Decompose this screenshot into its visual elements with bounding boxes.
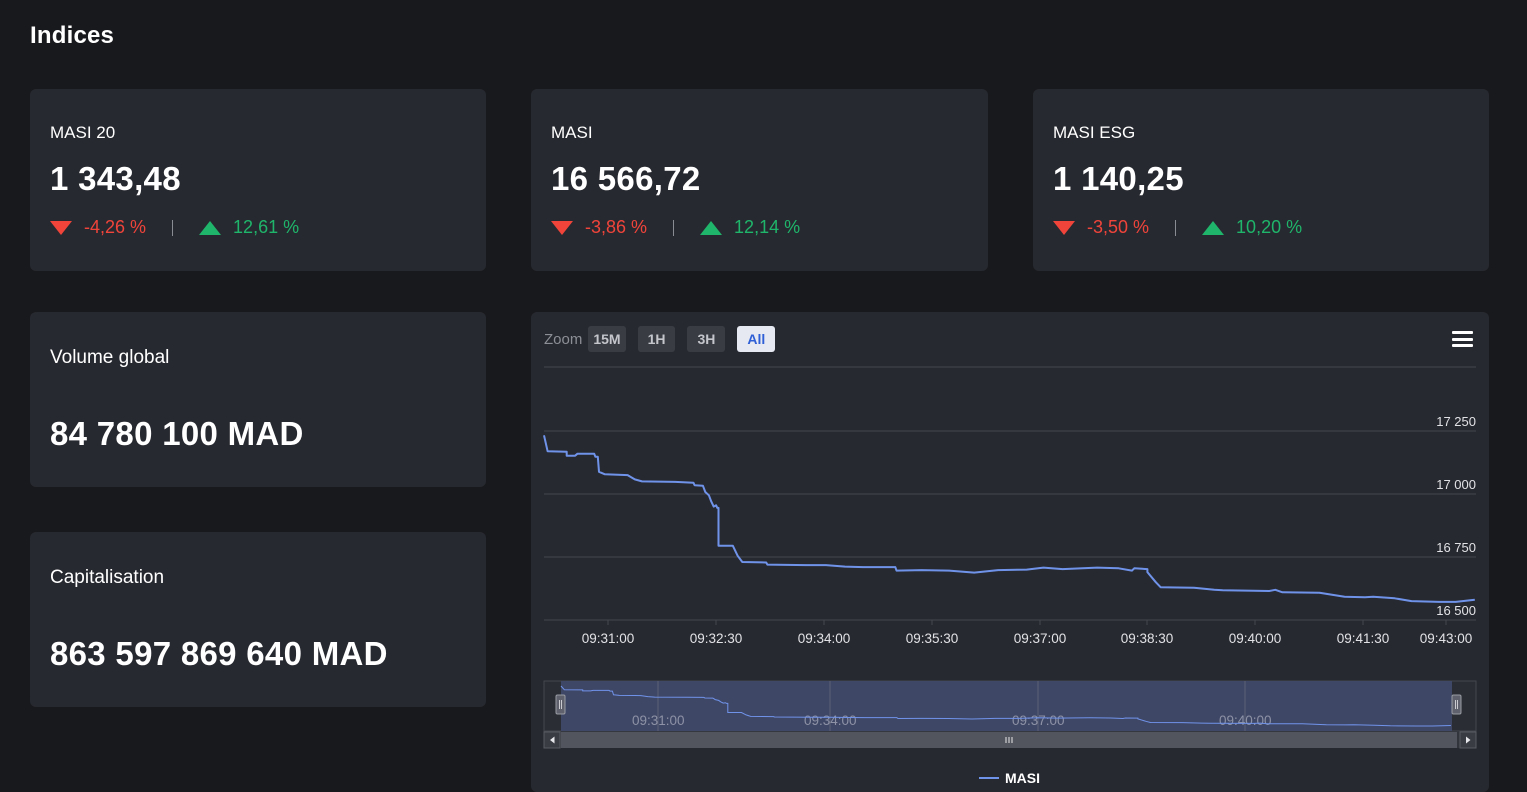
y-tick-label: 17 000 xyxy=(1436,477,1476,492)
index-value: 1 140,25 xyxy=(1053,160,1184,197)
capitalisation-label: Capitalisation xyxy=(50,567,165,588)
volume-card: Volume global 84 780 100 MAD xyxy=(30,312,486,487)
x-tick-label: 09:38:30 xyxy=(1121,631,1174,646)
x-tick-label: 09:35:30 xyxy=(906,631,959,646)
change-down: -3,86 % xyxy=(551,217,647,238)
x-tick-label: 09:43:00 xyxy=(1420,631,1473,646)
navigator-tick-label: 09:31:00 xyxy=(632,713,685,728)
navigator-right-handle[interactable] xyxy=(1451,694,1462,715)
change-up: 10,20 % xyxy=(1202,217,1302,238)
change-down: -4,26 % xyxy=(50,217,146,238)
navigator-left-handle[interactable] xyxy=(555,694,566,715)
zoom-all-button[interactable]: All xyxy=(737,326,776,352)
zoom-label: Zoom xyxy=(544,330,583,348)
index-value: 1 343,48 xyxy=(50,160,181,197)
series-line-masi xyxy=(543,435,1475,603)
change-down-value: -4,26 % xyxy=(84,217,147,237)
divider xyxy=(1175,219,1177,236)
capitalisation-card: Capitalisation 863 597 869 640 MAD xyxy=(30,532,486,707)
zoom-bar: Zoom 15M 1H 3H All xyxy=(544,326,787,352)
triangle-up-icon xyxy=(700,220,723,235)
navigator-selected-range xyxy=(561,681,1452,731)
change-up: 12,14 % xyxy=(700,217,800,238)
zoom-1h-button[interactable]: 1H xyxy=(637,326,676,352)
triangle-up-icon xyxy=(199,220,222,235)
triangle-down-icon xyxy=(551,220,573,235)
x-tick-label: 09:40:00 xyxy=(1229,631,1282,646)
arrow-left-icon xyxy=(550,736,555,744)
change-down-value: -3,86 % xyxy=(585,217,648,237)
y-tick-label: 17 250 xyxy=(1436,414,1476,429)
navigator-tick-label: 09:37:00 xyxy=(1012,713,1065,728)
masi-chart-card: Zoom 15M 1H 3H All 16 500 16 750 17 000 17 … xyxy=(531,312,1489,792)
index-changes: -4,26 % 12,61 % xyxy=(50,217,299,238)
index-changes: -3,86 % 12,14 % xyxy=(551,217,800,238)
divider xyxy=(673,219,675,236)
volume-label: Volume global xyxy=(50,347,170,368)
navigator-tick-label: 09:40:00 xyxy=(1219,713,1272,728)
x-tick-label: 09:32:30 xyxy=(690,631,743,646)
line-chart: 16 500 16 750 17 000 17 250 09:31:00 09:32:30… xyxy=(543,366,1477,785)
y-tick-label: 16 750 xyxy=(1436,540,1476,555)
index-card-masi-20[interactable]: MASI 20 1 343,48 -4,26 % 12,61 % xyxy=(30,89,486,271)
page-title: Indices xyxy=(30,22,115,49)
x-tick-label: 09:34:00 xyxy=(798,631,851,646)
divider xyxy=(172,219,174,236)
change-up-value: 12,61 % xyxy=(233,217,300,237)
change-up-value: 12,14 % xyxy=(734,217,801,237)
index-name: MASI 20 xyxy=(50,123,116,142)
index-value: 16 566,72 xyxy=(551,160,701,197)
x-tick-label: 09:31:00 xyxy=(582,631,635,646)
navigator-tick-label: 09:34:00 xyxy=(804,713,857,728)
capitalisation-value: 863 597 869 640 MAD xyxy=(50,635,388,672)
hamburger-icon[interactable] xyxy=(1452,331,1473,347)
index-changes: -3,50 % 10,20 % xyxy=(1053,217,1302,238)
change-down-value: -3,50 % xyxy=(1087,217,1150,237)
navigator-series-line xyxy=(560,685,1451,727)
index-name: MASI xyxy=(551,123,593,142)
index-card-masi[interactable]: MASI 16 566,72 -3,86 % 12,14 % xyxy=(531,89,988,271)
x-tick-label: 09:37:00 xyxy=(1014,631,1067,646)
index-card-masi-esg[interactable]: MASI ESG 1 140,25 -3,50 % 10,20 % xyxy=(1033,89,1489,271)
volume-value: 84 780 100 MAD xyxy=(50,415,304,452)
change-down: -3,50 % xyxy=(1053,217,1149,238)
zoom-15m-button[interactable]: 15M xyxy=(588,326,626,352)
triangle-up-icon xyxy=(1202,220,1225,235)
change-up-value: 10,20 % xyxy=(1236,217,1303,237)
triangle-down-icon xyxy=(50,220,72,235)
zoom-3h-button[interactable]: 3H xyxy=(687,326,726,352)
change-up: 12,61 % xyxy=(199,217,299,238)
triangle-down-icon xyxy=(1053,220,1075,235)
y-tick-label: 16 500 xyxy=(1436,603,1476,618)
legend-label-masi[interactable]: MASI xyxy=(1005,770,1040,785)
arrow-right-icon xyxy=(1466,736,1471,744)
x-tick-label: 09:41:30 xyxy=(1337,631,1390,646)
index-name: MASI ESG xyxy=(1053,123,1136,142)
